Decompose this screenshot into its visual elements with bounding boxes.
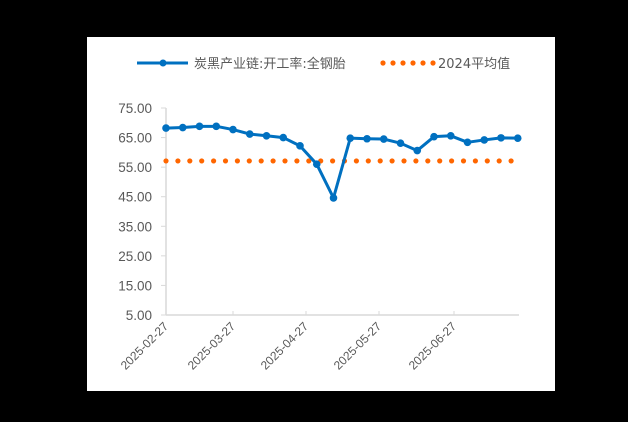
y-tick-label: 35.00 — [118, 219, 152, 234]
x-tick-label: 2025-02-27 — [118, 319, 172, 373]
data-point — [413, 146, 422, 155]
data-point — [229, 125, 237, 134]
y-tick-label: 5.00 — [126, 308, 152, 323]
legend-item-series1: 炭黑产业链:开工率:全钢胎 — [137, 56, 346, 72]
x-tick-label: 2025-04-27 — [258, 319, 312, 373]
x-axis: 2025-02-27 2025-03-27 2025-04-27 2025-05-27… — [118, 311, 519, 373]
data-point — [346, 134, 355, 142]
data-point — [312, 160, 321, 168]
data-point — [430, 132, 438, 141]
y-tick-label: 15.00 — [118, 278, 152, 293]
data-point — [513, 134, 522, 142]
y-tick-label: 45.00 — [118, 190, 152, 205]
legend-marker-icon — [159, 59, 167, 67]
x-tick-label: 2025-05-27 — [331, 319, 385, 373]
data-point — [279, 133, 288, 142]
data-point — [363, 134, 371, 143]
legend: 炭黑产业链:开工率:全钢胎 2024平均值 — [137, 56, 510, 72]
data-point — [296, 142, 304, 150]
x-tick-label: 2025-03-27 — [185, 319, 239, 373]
y-tick-label: 25.00 — [118, 249, 152, 264]
line-chart: 炭黑产业链:开工率:全钢胎 2024平均值 5.00 15.00 25.00 35.0… — [118, 56, 522, 373]
data-point — [195, 122, 204, 131]
legend-item-series2: 2024平均值 — [380, 56, 510, 72]
data-point — [497, 134, 505, 142]
data-point — [162, 124, 170, 132]
series-2024-average — [163, 158, 514, 164]
data-point — [178, 123, 187, 132]
data-point — [262, 131, 271, 140]
legend-label-series1: 炭黑产业链:开工率:全钢胎 — [194, 56, 346, 72]
data-point — [446, 131, 455, 140]
series-operating-rate — [162, 122, 522, 202]
chart-card: 炭黑产业链:开工率:全钢胎 2024平均值 5.00 15.00 25.00 35.0… — [87, 37, 555, 391]
data-point — [480, 136, 489, 144]
x-tick-label: 2025-06-27 — [406, 319, 460, 373]
y-axis: 5.00 15.00 25.00 35.00 45.00 55.00 65.00 75.00 — [118, 101, 167, 323]
y-tick-label: 55.00 — [118, 160, 152, 175]
data-point — [379, 135, 388, 143]
data-point — [463, 138, 472, 147]
data-point — [245, 130, 254, 138]
y-tick-label: 65.00 — [118, 131, 152, 146]
data-point — [212, 122, 221, 131]
y-tick-label: 75.00 — [118, 101, 152, 116]
legend-dotted-line-icon — [380, 60, 436, 66]
data-point — [329, 194, 338, 202]
data-point — [396, 139, 405, 147]
legend-label-series2: 2024平均值 — [438, 56, 510, 72]
